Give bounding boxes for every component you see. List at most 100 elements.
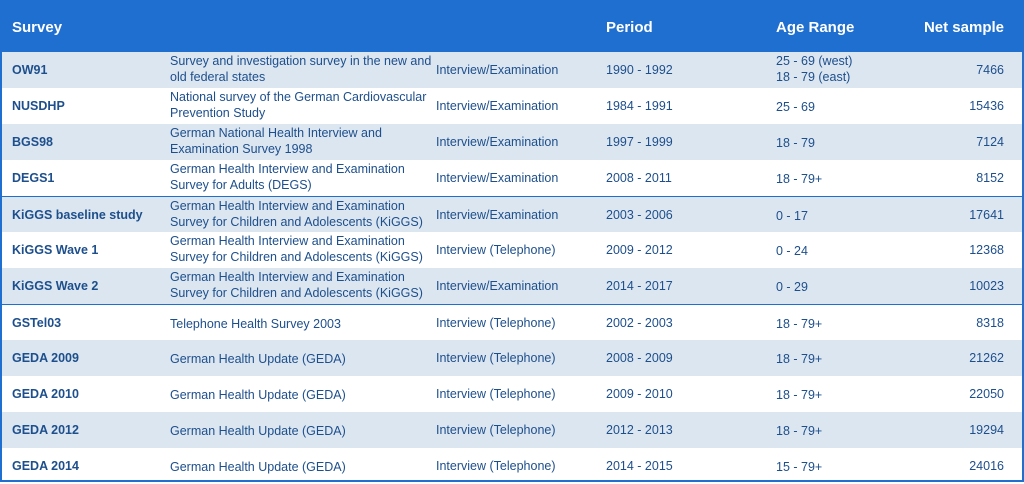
age-range-line: 18 - 79+ [776,388,823,402]
header-survey: Survey [12,19,63,36]
age-range: 18 - 79+ [776,316,822,332]
header-age-range: Age Range [776,19,855,36]
age-range: 0 - 24 [776,243,808,259]
age-range: 18 - 79 [776,135,815,151]
age-range: 0 - 29 [776,279,808,295]
survey-name: National survey of the German Cardiovasc… [170,90,427,120]
net-sample: 12368 [969,243,1004,257]
survey-period: 2014 - 2015 [606,459,673,473]
survey-method: Interview (Telephone) [436,387,556,401]
table-row: OW91 Survey and investigation survey in t… [2,52,1022,88]
survey-name: German Health Update (GEDA) [170,352,346,366]
age-range: 18 - 79+ [776,423,822,439]
age-range: 25 - 69 [776,99,815,115]
age-range-line: 0 - 29 [776,280,808,294]
age-range-line: 18 - 79+ [776,317,823,331]
age-range-line: 18 - 79+ [776,352,823,366]
age-range-line: 18 - 79 (east) [776,70,851,84]
survey-name: German Health Interview and Examination … [170,270,423,300]
table-row: GEDA 2014 German Health Update (GEDA) Inte… [2,448,1022,484]
survey-name: German Health Update (GEDA) [170,388,346,402]
age-range-line: 0 - 24 [776,244,808,258]
survey-method: Interview/Examination [436,63,559,77]
header-net-sample: Net sample [923,19,1004,36]
survey-name: German Health Update (GEDA) [170,424,346,438]
table-header: Survey Period Age Range Net sample [2,2,1022,52]
age-range: 18 - 79+ [776,387,822,403]
survey-code: GSTel03 [12,316,62,330]
age-range-line: 18 - 79 [776,136,815,150]
survey-method: Interview/Examination [436,171,559,185]
age-range-line: 25 - 69 (west) [776,54,853,68]
net-sample: 8152 [976,171,1004,185]
net-sample: 7124 [976,135,1004,149]
table-row: KiGGS Wave 1 German Health Interview and … [2,232,1022,268]
survey-period: 2009 - 2012 [606,243,673,257]
survey-period: 2008 - 2011 [606,171,672,185]
survey-code: KiGGS Wave 2 [12,279,99,293]
survey-method: Interview (Telephone) [436,423,556,437]
survey-method: Interview/Examination [436,279,559,293]
survey-name: German Health Update (GEDA) [170,460,346,474]
survey-period: 1984 - 1991 [606,99,673,113]
net-sample: 24016 [969,459,1004,473]
age-range: 18 - 79+ [776,351,822,367]
survey-period: 2009 - 2010 [606,387,673,401]
age-range-line: 25 - 69 [776,100,815,114]
age-range-line: 0 - 17 [776,209,808,223]
age-range-line: 18 - 79+ [776,424,823,438]
table-row: NUSDHP National survey of the German Card… [2,88,1022,124]
survey-name: Telephone Health Survey 2003 [170,317,341,331]
survey-code: OW91 [12,63,48,77]
table-row: BGS98 German National Health Interview an… [2,124,1022,160]
table-row: GSTel03 Telephone Health Survey 2003 Inter… [2,304,1022,340]
survey-code: GEDA 2012 [12,423,79,437]
table-row: DEGS1 German Health Interview and Examina… [2,160,1022,196]
survey-method: Interview/Examination [436,135,559,149]
survey-period: 1997 - 1999 [606,135,673,149]
survey-code: KiGGS Wave 1 [12,243,99,257]
net-sample: 19294 [969,423,1004,437]
table-row: GEDA 2012 German Health Update (GEDA) Inte… [2,412,1022,448]
net-sample: 21262 [969,351,1004,365]
survey-code: GEDA 2009 [12,351,79,365]
table-body: OW91 Survey and investigation survey in t… [2,52,1022,484]
age-range: 0 - 17 [776,208,808,224]
survey-code: DEGS1 [12,171,55,185]
survey-name: German National Health Interview and Exa… [170,126,382,156]
age-range-line: 18 - 79+ [776,172,823,186]
net-sample: 8318 [976,316,1004,330]
survey-method: Interview (Telephone) [436,459,556,473]
table-row: KiGGS Wave 2 German Health Interview and … [2,268,1022,304]
header-period: Period [606,19,653,36]
survey-period: 1990 - 1992 [606,63,673,77]
table-row: GEDA 2010 German Health Update (GEDA) Inte… [2,376,1022,412]
survey-period: 2003 - 2006 [606,208,673,222]
table-row: GEDA 2009 German Health Update (GEDA) Inte… [2,340,1022,376]
survey-method: Interview/Examination [436,208,559,222]
net-sample: 7466 [976,63,1004,77]
survey-name: German Health Interview and Examination … [170,162,405,192]
survey-period: 2008 - 2009 [606,351,673,365]
survey-method: Interview/Examination [436,99,559,113]
table-row: KiGGS baseline study German Health Interv… [2,196,1022,232]
survey-name: Survey and investigation survey in the n… [170,54,432,84]
age-range: 18 - 79+ [776,171,822,187]
survey-method: Interview (Telephone) [436,243,556,257]
net-sample: 10023 [969,279,1004,293]
age-range: 15 - 79+ [776,459,822,475]
survey-code: BGS98 [12,135,53,149]
survey-code: NUSDHP [12,99,65,113]
age-range-line: 15 - 79+ [776,460,823,474]
survey-name: German Health Interview and Examination … [170,234,423,264]
survey-code: GEDA 2010 [12,387,79,401]
survey-period: 2014 - 2017 [606,279,673,293]
survey-code: GEDA 2014 [12,459,79,473]
survey-period: 2002 - 2003 [606,316,673,330]
net-sample: 15436 [969,99,1004,113]
survey-method: Interview (Telephone) [436,316,556,330]
survey-name: German Health Interview and Examination … [170,199,423,229]
survey-method: Interview (Telephone) [436,351,556,365]
net-sample: 22050 [969,387,1004,401]
